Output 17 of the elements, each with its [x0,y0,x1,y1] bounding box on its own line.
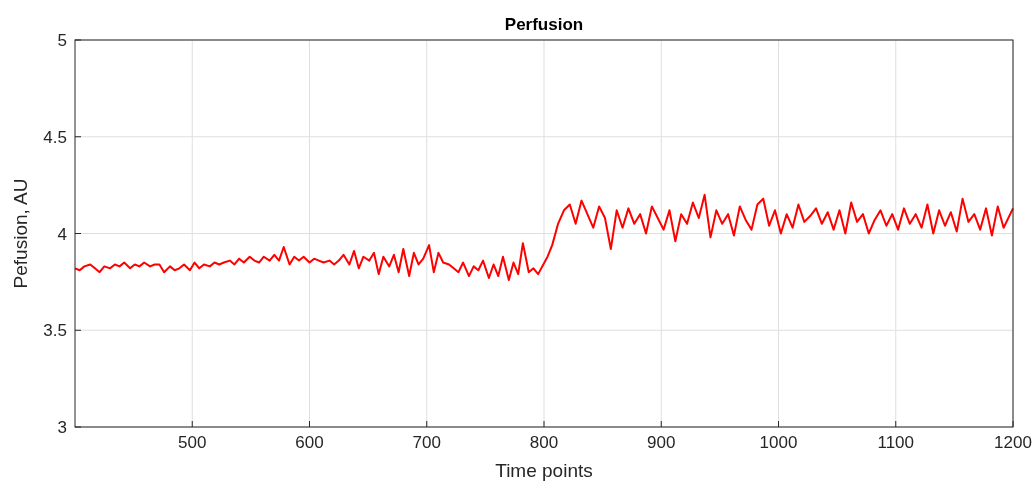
x-tick-label: 700 [412,433,441,452]
y-axis-title: Pefusion, AU [10,178,31,289]
y-tick-label: 3.5 [43,321,67,341]
chart-title: Perfusion [504,15,584,34]
x-tick-label: 600 [295,433,324,452]
x-tick-label: 500 [178,433,207,452]
y-tick-label: 3 [57,418,67,437]
x-axis-title: Time points [495,460,593,481]
y-tick-label: 4.5 [43,127,67,147]
x-tick-label: 1200 [994,433,1032,452]
x-tick-label: 800 [529,433,559,452]
x-tick-label: 1000 [759,433,798,452]
y-tick-label: 4 [57,224,67,244]
y-tick-label: 5 [57,31,67,50]
x-tick-label: 1100 [877,433,915,452]
line-series [74,193,1014,281]
x-tick-label: 900 [647,433,676,452]
